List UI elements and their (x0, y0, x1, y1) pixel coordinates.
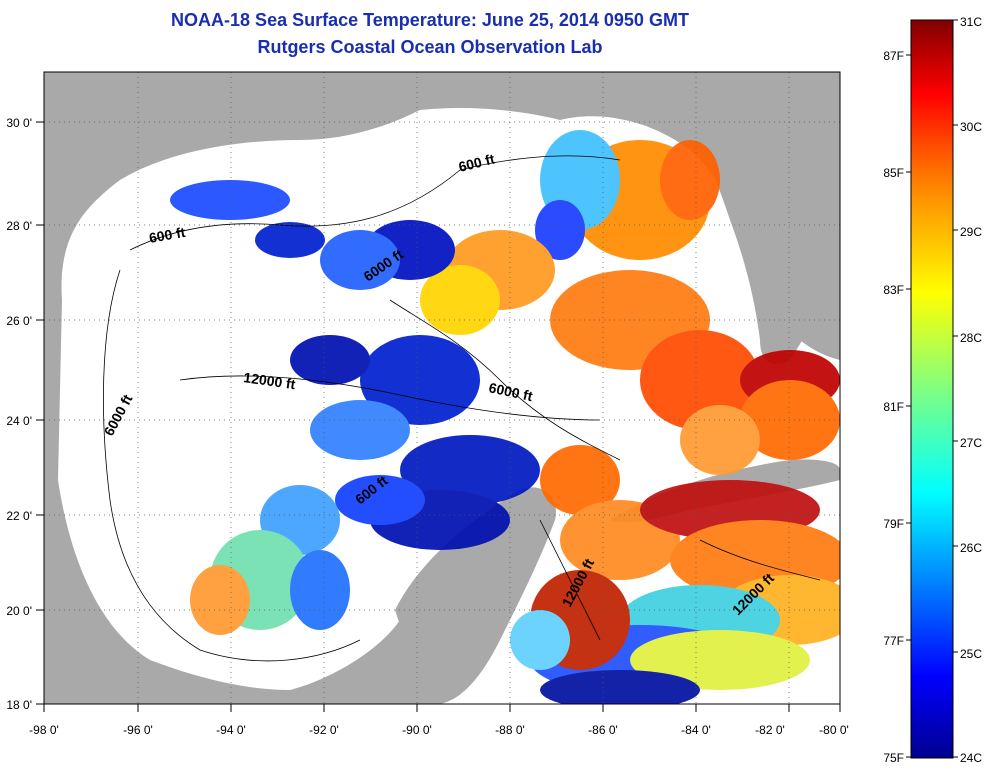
lon-tick-label: -84 0' (681, 723, 711, 737)
colorbar-celsius-label: 25C (960, 647, 982, 661)
lat-tick-label: 28 0' (6, 219, 32, 233)
yucatan-land (395, 487, 556, 704)
contour-label: 600 ft (148, 224, 187, 246)
lon-tick-label: -86 0' (588, 723, 618, 737)
colorbar-celsius-label: 30C (960, 120, 982, 134)
colorbar-celsius-label: 28C (960, 331, 982, 345)
contour-label: 12000 ft (243, 369, 297, 392)
lon-tick-label: -96 0' (123, 723, 153, 737)
colorbar-fahrenheit-label: 87F (883, 49, 904, 63)
lon-tick-label: -90 0' (402, 723, 432, 737)
colorbar-celsius-label: 29C (960, 225, 982, 239)
lat-tick-label: 30 0' (6, 116, 32, 130)
colorbar-ticks (906, 19, 958, 758)
colorbar-fahrenheit-label: 81F (883, 400, 904, 414)
lon-tick-marks (43, 704, 841, 712)
lon-tick-label: -80 0' (819, 723, 849, 737)
map-frame (43, 71, 841, 705)
colorbar-celsius-label: 31C (960, 15, 982, 29)
lat-tick-marks (36, 121, 44, 705)
lat-tick-label: 26 0' (6, 314, 32, 328)
bathymetry-contours (103, 155, 821, 662)
lon-tick-label: -82 0' (755, 723, 785, 737)
colorbar (910, 19, 954, 759)
lat-tick-label: 24 0' (6, 414, 32, 428)
lon-tick-label: -98 0' (29, 723, 59, 737)
florida-land (700, 80, 840, 364)
sst-data-field (170, 130, 840, 704)
colorbar-fahrenheit-label: 77F (883, 634, 904, 648)
colorbar-celsius-label: 24C (960, 751, 982, 765)
colorbar-fahrenheit-label: 85F (883, 166, 904, 180)
lon-tick-label: -92 0' (309, 723, 339, 737)
lat-tick-label: 18 0' (6, 698, 32, 712)
colorbar-fahrenheit-label: 79F (883, 517, 904, 531)
colorbar-celsius-label: 27C (960, 436, 982, 450)
colorbar-fahrenheit-label: 83F (883, 283, 904, 297)
colorbar-celsius-label: 26C (960, 541, 982, 555)
map-subtitle: Rutgers Coastal Ocean Observation Lab (257, 37, 603, 57)
map-title: NOAA-18 Sea Surface Temperature: June 25… (171, 10, 689, 30)
graticule (44, 72, 840, 704)
colorbar-fahrenheit-label: 75F (883, 751, 904, 765)
lat-tick-label: 20 0' (6, 604, 32, 618)
lat-tick-label: 22 0' (6, 509, 32, 523)
lon-tick-label: -94 0' (216, 723, 246, 737)
lon-tick-label: -88 0' (495, 723, 525, 737)
